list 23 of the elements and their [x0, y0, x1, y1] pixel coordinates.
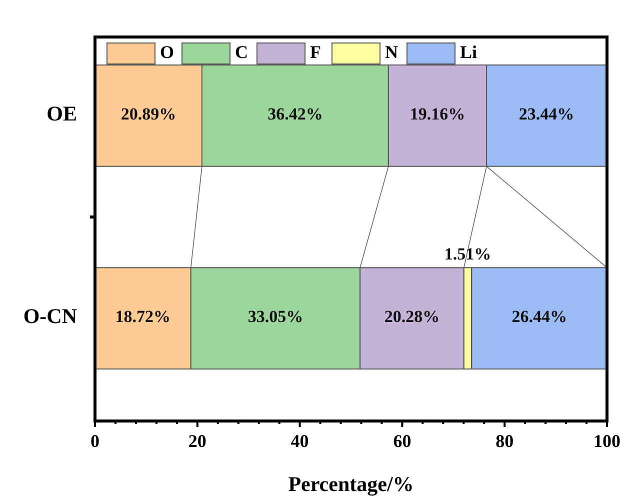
data-label: 36.42% — [268, 104, 323, 124]
data-label: 20.89% — [120, 104, 176, 124]
y-tick-label: OE — [46, 101, 77, 126]
data-label: 1.51% — [444, 244, 492, 264]
data-label: 26.44% — [512, 307, 567, 326]
x-tick-label: 0 — [90, 431, 100, 451]
data-label: 18.72% — [115, 307, 171, 326]
y-tick-label: O-CN — [23, 304, 77, 328]
x-axis-title: Percentage/% — [288, 472, 414, 496]
x-tick-label: 100 — [594, 431, 620, 451]
data-label: 23.44% — [518, 104, 574, 124]
legend-label: Li — [460, 42, 478, 62]
data-label: 20.28% — [384, 307, 440, 326]
x-tick-label: 20 — [188, 431, 206, 451]
legend-label: O — [160, 42, 174, 62]
data-label: 19.16% — [410, 104, 466, 124]
data-label: 33.05% — [248, 307, 304, 326]
legend-label: F — [310, 42, 321, 62]
x-tick-label: 40 — [290, 431, 309, 451]
x-tick-label: 60 — [393, 431, 412, 451]
legend-label: C — [235, 42, 248, 62]
legend-label: N — [385, 42, 398, 62]
x-tick-label: 80 — [496, 431, 514, 451]
